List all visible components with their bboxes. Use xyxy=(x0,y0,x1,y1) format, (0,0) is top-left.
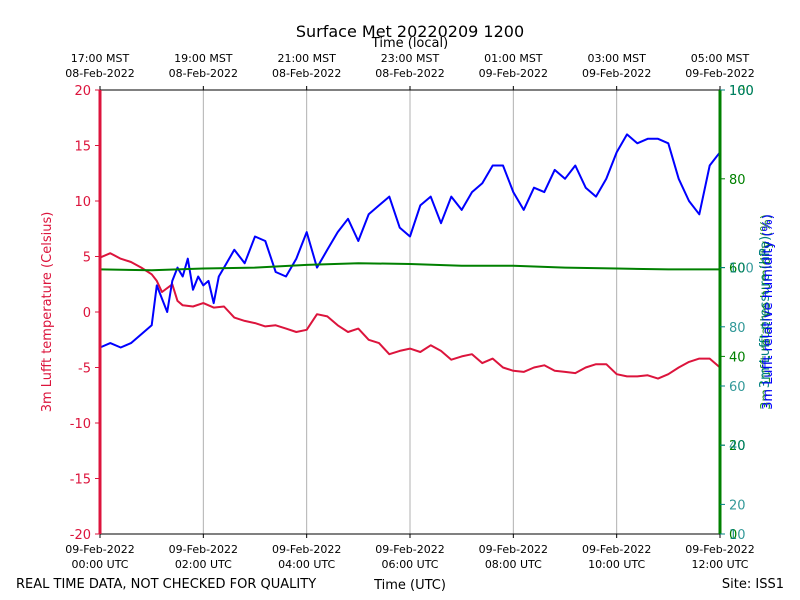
top-tick-label: 09-Feb-2022 xyxy=(479,67,548,80)
series-line-1 xyxy=(99,133,721,349)
right-tick-label-green: 0 xyxy=(729,528,737,543)
bottom-tick-label: 08:00 UTC xyxy=(485,558,542,571)
bottom-tick-label: 09-Feb-2022 xyxy=(685,543,754,556)
top-axis-label: Time (local) xyxy=(371,36,448,51)
right-tick-label-teal: 10 xyxy=(729,528,746,543)
right-tick-label-teal: 100 xyxy=(729,262,754,277)
grid-lines xyxy=(202,90,618,534)
top-tick-label: 08-Feb-2022 xyxy=(272,67,341,80)
series-line-0 xyxy=(99,252,721,380)
right-tick-label-teal: 160 xyxy=(729,84,754,99)
bottom-tick-label: 04:00 UTC xyxy=(278,558,335,571)
top-tick-label: 08-Feb-2022 xyxy=(65,67,134,80)
bottom-tick-label: 09-Feb-2022 xyxy=(479,543,548,556)
series-line-2 xyxy=(99,262,720,272)
left-tick-label: -10 xyxy=(70,417,91,432)
bottom-tick-label: 09-Feb-2022 xyxy=(272,543,341,556)
right-tick-label-green: 20 xyxy=(729,439,746,454)
top-tick-label: 09-Feb-2022 xyxy=(685,67,754,80)
bottom-tick-label: 09-Feb-2022 xyxy=(375,543,444,556)
top-tick-label: 08-Feb-2022 xyxy=(375,67,444,80)
bottom-tick-label: 09-Feb-2022 xyxy=(582,543,651,556)
left-tick-label: 0 xyxy=(83,306,91,321)
bottom-time-ticks: 09-Feb-2022 00:00 UTC 09-Feb-2022 02:00 UTC… xyxy=(65,534,755,571)
top-tick-label: 05:00 MST xyxy=(691,52,750,65)
bottom-tick-label: 09-Feb-2022 xyxy=(169,543,238,556)
left-tick-label: 10 xyxy=(74,195,91,210)
top-tick-label: 09-Feb-2022 xyxy=(582,67,651,80)
left-tick-label: -15 xyxy=(70,473,91,488)
right-tick-label-green: 40 xyxy=(729,350,746,365)
y-left-label: 3m Lufft temperature (Celsius) xyxy=(40,212,55,413)
bottom-tick-label: 12:00 UTC xyxy=(691,558,748,571)
top-tick-label: 01:00 MST xyxy=(484,52,543,65)
y-right-label-blue: 3m Lufft relative humidity (%) xyxy=(761,214,776,410)
series-layer xyxy=(99,133,721,380)
left-tick-label: -5 xyxy=(78,362,91,377)
right-tick-label-teal: 40 xyxy=(729,439,746,454)
left-tick-label: 5 xyxy=(83,251,91,266)
left-tick-label: 15 xyxy=(74,140,91,155)
x-axis-label: Time (UTC) xyxy=(373,578,446,593)
quality-disclaimer: REAL TIME DATA, NOT CHECKED FOR QUALITY xyxy=(16,577,316,592)
bottom-tick-label: 02:00 UTC xyxy=(175,558,232,571)
top-time-ticks: 17:00 MST 08-Feb-2022 19:00 MST 08-Feb-2022… xyxy=(65,52,755,90)
right-tick-label-teal: 60 xyxy=(729,380,746,395)
right-tick-label-green: 60 xyxy=(729,262,746,277)
left-y-ticks: -20 -15 -10 -5 0 5 10 15 20 xyxy=(70,84,100,543)
right-tick-label-green: 100 xyxy=(729,84,754,99)
top-tick-label: 08-Feb-2022 xyxy=(169,67,238,80)
bottom-tick-label: 09-Feb-2022 xyxy=(65,543,134,556)
top-tick-label: 23:00 MST xyxy=(381,52,440,65)
right-tick-label-teal: 80 xyxy=(729,321,746,336)
left-tick-label: -20 xyxy=(70,528,91,543)
top-tick-label: 19:00 MST xyxy=(174,52,233,65)
bottom-tick-label: 00:00 UTC xyxy=(71,558,128,571)
chart-title: Surface Met 20220209 1200 xyxy=(296,22,524,41)
left-tick-label: 20 xyxy=(74,84,91,99)
top-tick-label: 17:00 MST xyxy=(71,52,130,65)
bottom-tick-label: 06:00 UTC xyxy=(381,558,438,571)
right-tick-label-green: 80 xyxy=(729,173,746,188)
top-tick-label: 21:00 MST xyxy=(277,52,336,65)
right-tick-label-teal: 20 xyxy=(729,498,746,513)
y-right-label-green: 3m Lufft relative humidity (%) xyxy=(759,214,774,410)
bottom-tick-label: 10:00 UTC xyxy=(588,558,645,571)
top-tick-label: 03:00 MST xyxy=(587,52,646,65)
site-label: Site: ISS1 xyxy=(722,577,784,592)
y-right-label-teal: 3m Lufft pressure (hPa) xyxy=(758,236,773,388)
